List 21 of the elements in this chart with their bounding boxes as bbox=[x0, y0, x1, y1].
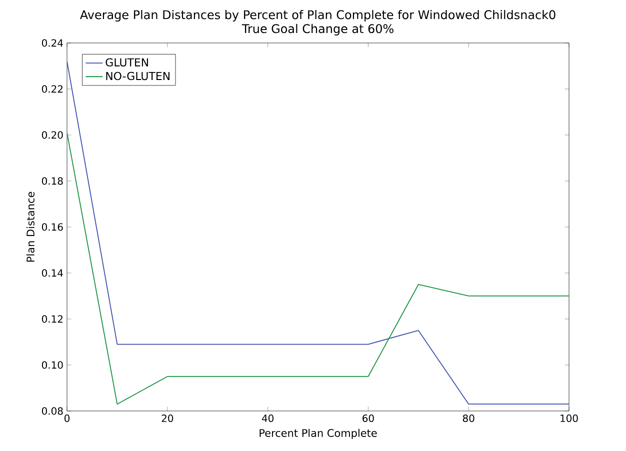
legend-label: GLUTEN bbox=[106, 58, 148, 66]
x-tick-label: 0 bbox=[64, 414, 70, 422]
y-tick-label: 0.10 bbox=[42, 361, 63, 369]
y-tick-label: 0.22 bbox=[42, 85, 62, 93]
y-axis-title: Plan Distance bbox=[26, 192, 34, 262]
x-tick-label: 60 bbox=[362, 414, 374, 422]
x-tick-label: 20 bbox=[162, 414, 174, 422]
y-tick-label: 0.20 bbox=[42, 131, 63, 139]
chart-subtitle: True Goal Change at 60% bbox=[242, 24, 394, 36]
x-tick-label: 80 bbox=[462, 414, 474, 422]
x-axis-title: Percent Plan Complete bbox=[260, 428, 377, 439]
y-tick-label: 0.12 bbox=[42, 315, 62, 323]
legend-label: NO-GLUTEN bbox=[106, 72, 170, 80]
y-tick-label: 0.14 bbox=[42, 269, 63, 277]
x-tick-label: 40 bbox=[262, 414, 274, 422]
y-tick-label: 0.16 bbox=[42, 223, 63, 231]
y-tick-label: 0.18 bbox=[42, 177, 63, 185]
chart-title: Average Plan Distances by Percent of Plan Complete for Windowed Childsnack0 bbox=[80, 10, 556, 22]
x-tick-label: 100 bbox=[560, 414, 578, 422]
y-tick-label: 0.24 bbox=[42, 39, 63, 47]
y-tick-label: 0.08 bbox=[42, 407, 63, 415]
